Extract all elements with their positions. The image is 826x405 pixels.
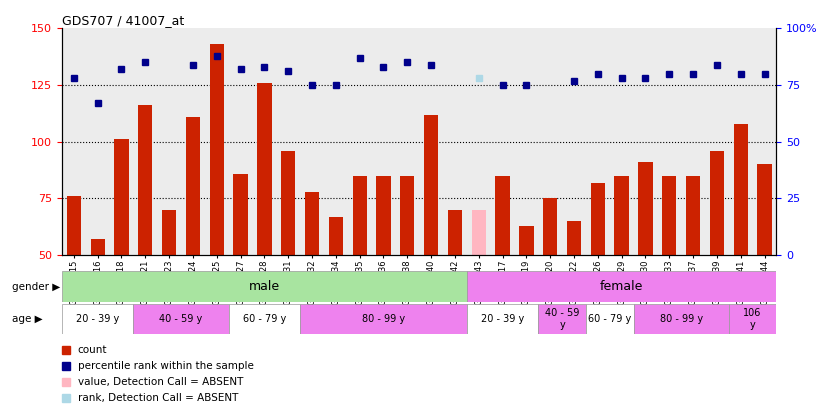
Bar — [234, 173, 248, 255]
Bar — [229, 304, 300, 334]
Text: male: male — [249, 280, 280, 293]
Bar — [62, 304, 133, 334]
Bar — [467, 304, 539, 334]
Bar — [567, 221, 582, 255]
Text: 40 - 59 y: 40 - 59 y — [159, 314, 202, 324]
Bar — [377, 176, 391, 255]
Bar — [729, 304, 776, 334]
Bar — [134, 304, 229, 334]
Text: rank, Detection Call = ABSENT: rank, Detection Call = ABSENT — [78, 393, 238, 403]
Bar — [638, 162, 653, 255]
Text: age ▶: age ▶ — [12, 314, 43, 324]
Bar — [662, 176, 676, 255]
Text: gender ▶: gender ▶ — [12, 281, 60, 292]
Bar — [62, 271, 467, 302]
Text: 20 - 39 y: 20 - 39 y — [481, 314, 525, 324]
Text: 80 - 99 y: 80 - 99 y — [660, 314, 703, 324]
Text: 20 - 39 y: 20 - 39 y — [76, 314, 119, 324]
Bar — [615, 176, 629, 255]
Bar — [257, 83, 272, 255]
Bar — [186, 117, 200, 255]
Bar — [305, 192, 319, 255]
Text: 106
y: 106 y — [743, 308, 762, 330]
Bar — [733, 124, 748, 255]
Bar — [586, 304, 634, 334]
Text: 60 - 79 y: 60 - 79 y — [588, 314, 631, 324]
Text: value, Detection Call = ABSENT: value, Detection Call = ABSENT — [78, 377, 243, 387]
Bar — [353, 176, 367, 255]
Bar — [472, 210, 486, 255]
Bar — [281, 151, 296, 255]
Bar — [539, 304, 586, 334]
Text: 80 - 99 y: 80 - 99 y — [362, 314, 405, 324]
Bar — [114, 139, 129, 255]
Bar — [710, 151, 724, 255]
Bar — [686, 176, 700, 255]
Text: percentile rank within the sample: percentile rank within the sample — [78, 361, 254, 371]
Bar — [138, 105, 153, 255]
Text: female: female — [600, 280, 643, 293]
Bar — [448, 210, 462, 255]
Bar — [467, 271, 776, 302]
Bar — [400, 176, 415, 255]
Bar — [591, 183, 605, 255]
Bar — [496, 176, 510, 255]
Bar — [757, 164, 771, 255]
Text: 60 - 79 y: 60 - 79 y — [243, 314, 286, 324]
Bar — [424, 115, 439, 255]
Text: GDS707 / 41007_at: GDS707 / 41007_at — [62, 14, 184, 27]
Bar — [543, 198, 558, 255]
Bar — [634, 304, 729, 334]
Bar — [162, 210, 176, 255]
Bar — [520, 226, 534, 255]
Bar — [300, 304, 467, 334]
Bar — [67, 196, 81, 255]
Bar — [329, 217, 343, 255]
Bar — [91, 239, 105, 255]
Text: count: count — [78, 345, 107, 355]
Bar — [210, 44, 224, 255]
Text: 40 - 59
y: 40 - 59 y — [545, 308, 579, 330]
